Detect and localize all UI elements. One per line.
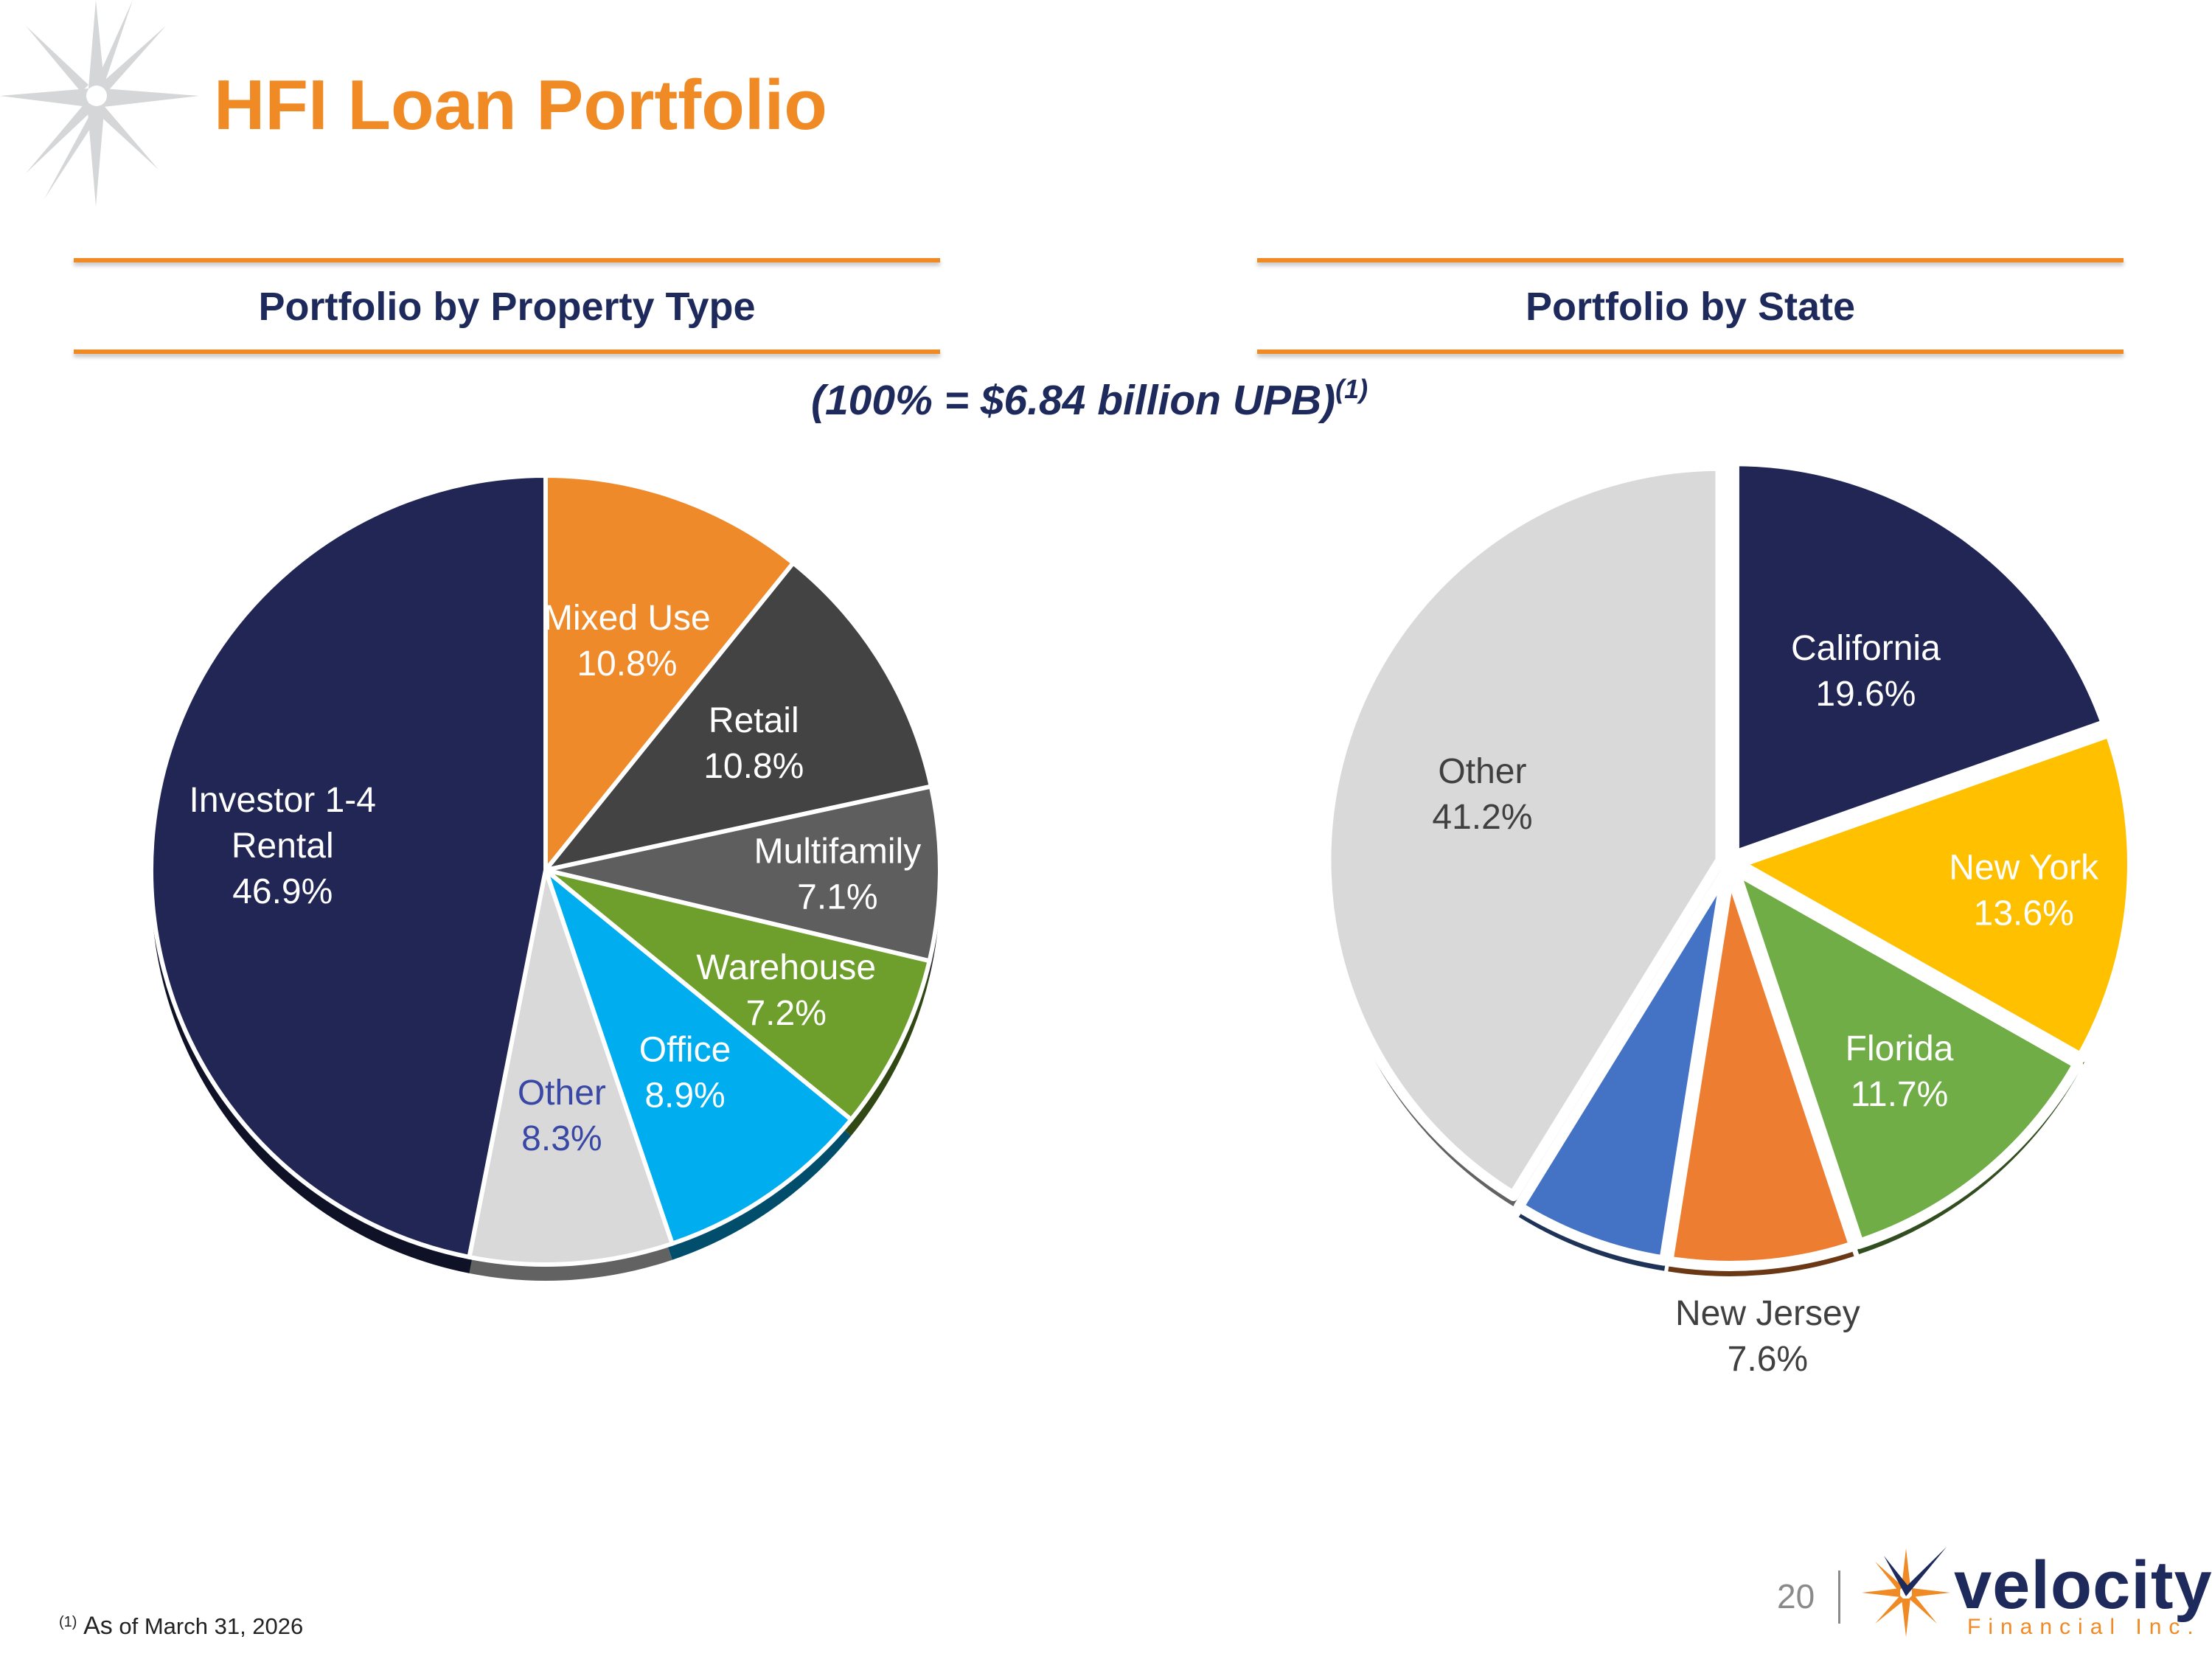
footnote-as: As	[83, 1612, 113, 1640]
pie-slice-unlabeled	[1513, 866, 1731, 1266]
pie-slice-warehouse	[543, 868, 932, 1122]
logo-divider	[1838, 1571, 1840, 1624]
pie-slice-new-york	[1732, 726, 2138, 1063]
star-logo-decoration	[0, 0, 199, 206]
pie-label-california: California 19.6%	[1791, 629, 1941, 714]
pie-slice-retail	[543, 560, 933, 872]
pie-slice-investor-1-4-rental	[149, 473, 548, 1259]
pie-slice-multifamily	[543, 784, 942, 964]
logo-wordmark: velocity	[1954, 1548, 2212, 1623]
subtitle-footnote-marker: (1)	[1335, 374, 1368, 404]
pie-label-new-york: New York 13.6%	[1949, 848, 2099, 933]
pie-label-other: Other 8.3%	[518, 1074, 606, 1158]
pie-slice-mixed-use	[543, 473, 796, 872]
pie-slice-california	[1728, 456, 2112, 861]
pie-label-new-jersey: New Jersey 7.6%	[1675, 1294, 1860, 1379]
left-rule-top	[74, 258, 940, 262]
left-section-title: Portfolio by Property Type	[258, 285, 756, 329]
pie-label-office: Office 8.9%	[639, 1031, 731, 1116]
pie-label-multifamily: Multifamily 7.1%	[754, 832, 922, 917]
velocity-star-icon	[1862, 1547, 1950, 1637]
pie-label-warehouse: Warehouse 7.2%	[696, 948, 876, 1033]
footnote: (1) As of March 31, 2026	[59, 1612, 303, 1641]
footnote-text: of March 31, 2026	[112, 1613, 304, 1639]
page-title: HFI Loan Portfolio	[214, 66, 827, 145]
chart-subtitle: (100% = $6.84 billion UPB)(1)	[811, 374, 1368, 425]
pie-label-other: Other 41.2%	[1432, 752, 1532, 837]
pie-slice-other	[467, 868, 675, 1267]
right-rule-bottom	[1257, 349, 2124, 354]
logo-subtitle: Financial Inc.	[1967, 1615, 2201, 1639]
pie-label-retail: Retail 10.8%	[703, 701, 804, 786]
pie-property-type: Mixed Use 10.8% Retail 10.8% Multifamily 7.1%…	[149, 473, 942, 1281]
right-rule-top	[1257, 258, 2124, 262]
pie-label-florida: Florida 11.7%	[1846, 1029, 1954, 1114]
pie-slice-florida	[1729, 864, 2084, 1250]
page-number: 20	[1777, 1577, 1815, 1615]
right-section-title: Portfolio by State	[1525, 285, 1856, 329]
left-rule-bottom	[74, 349, 940, 354]
subtitle-text: (100% = $6.84 billion UPB)	[811, 377, 1336, 424]
pie-label-investor-1-4-rental: Investor 1-4 Rental 46.9%	[189, 781, 376, 911]
footnote-marker: (1)	[59, 1614, 77, 1630]
pie-slice-other	[1321, 460, 1726, 1202]
pie-state: California 19.6% New York 13.6% Florida 11.7%…	[1321, 456, 2138, 1379]
pie-slice-office	[543, 868, 854, 1246]
pie-label-mixed-use: Mixed Use 10.8%	[543, 599, 711, 684]
